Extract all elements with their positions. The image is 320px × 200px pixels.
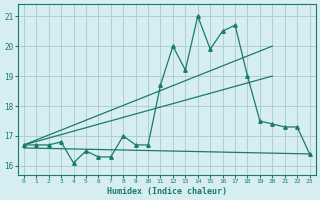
X-axis label: Humidex (Indice chaleur): Humidex (Indice chaleur) [107,187,227,196]
